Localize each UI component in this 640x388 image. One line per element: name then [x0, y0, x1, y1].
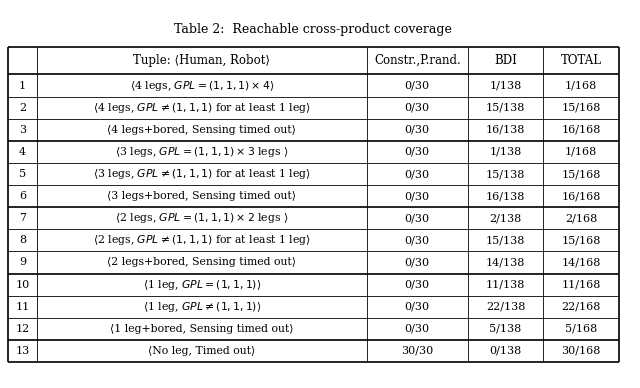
Text: 0/30: 0/30 [404, 191, 430, 201]
Text: 16/168: 16/168 [561, 125, 601, 135]
Text: Table 2:  Reachable cross-product coverage: Table 2: Reachable cross-product coverag… [174, 23, 452, 36]
Text: 1/168: 1/168 [565, 81, 597, 90]
Text: ⟨No leg, Timed out⟩: ⟨No leg, Timed out⟩ [148, 346, 255, 356]
Text: 0/30: 0/30 [404, 236, 430, 245]
Text: 15/138: 15/138 [486, 236, 525, 245]
Text: 2/168: 2/168 [565, 213, 597, 223]
Text: 5/168: 5/168 [565, 324, 597, 334]
Text: TOTAL: TOTAL [561, 54, 602, 67]
Text: 0/30: 0/30 [404, 213, 430, 223]
Text: 9: 9 [19, 258, 26, 267]
Text: 0/30: 0/30 [404, 324, 430, 334]
Text: 10: 10 [15, 280, 29, 289]
Text: 3: 3 [19, 125, 26, 135]
Text: 15/138: 15/138 [486, 169, 525, 179]
Text: 16/138: 16/138 [486, 191, 525, 201]
Text: 22/168: 22/168 [561, 302, 601, 312]
Text: ⟨4 legs+bored, Sensing timed out⟩: ⟨4 legs+bored, Sensing timed out⟩ [108, 125, 296, 135]
Text: 1/168: 1/168 [565, 147, 597, 157]
Text: 1: 1 [19, 81, 26, 90]
Text: 0/30: 0/30 [404, 258, 430, 267]
Text: 7: 7 [19, 213, 26, 223]
Text: ⟨3 legs, $GPL \neq (1,1,1)$ for at least 1 leg⟩: ⟨3 legs, $GPL \neq (1,1,1)$ for at least… [93, 167, 311, 181]
Text: 5: 5 [19, 169, 26, 179]
Text: BDI: BDI [494, 54, 517, 67]
Text: 0/30: 0/30 [404, 280, 430, 289]
Text: 30/168: 30/168 [561, 346, 601, 356]
Text: 0/30: 0/30 [404, 147, 430, 157]
Text: ⟨4 legs, $GPL \neq (1,1,1)$ for at least 1 leg⟩: ⟨4 legs, $GPL \neq (1,1,1)$ for at least… [93, 100, 311, 115]
Text: 8: 8 [19, 236, 26, 245]
Text: 22/138: 22/138 [486, 302, 525, 312]
Text: 11/168: 11/168 [561, 280, 601, 289]
Text: 0/30: 0/30 [404, 81, 430, 90]
Text: 1/138: 1/138 [490, 81, 522, 90]
Text: 11/138: 11/138 [486, 280, 525, 289]
Text: 30/30: 30/30 [401, 346, 433, 356]
Text: 6: 6 [19, 191, 26, 201]
Text: 11: 11 [15, 302, 29, 312]
Text: 0/30: 0/30 [404, 169, 430, 179]
Text: 4: 4 [19, 147, 26, 157]
Text: 15/168: 15/168 [561, 169, 601, 179]
Text: Tuple: ⟨Human, Robot⟩: Tuple: ⟨Human, Robot⟩ [133, 54, 271, 67]
Text: 14/138: 14/138 [486, 258, 525, 267]
Text: 1/138: 1/138 [490, 147, 522, 157]
Text: 16/138: 16/138 [486, 125, 525, 135]
Text: ⟨2 legs, $GPL \neq (1,1,1)$ for at least 1 leg⟩: ⟨2 legs, $GPL \neq (1,1,1)$ for at least… [93, 233, 311, 248]
Text: ⟨1 leg+bored, Sensing timed out⟩: ⟨1 leg+bored, Sensing timed out⟩ [110, 324, 294, 334]
Text: 16/168: 16/168 [561, 191, 601, 201]
Text: 2: 2 [19, 103, 26, 113]
Text: 5/138: 5/138 [490, 324, 522, 334]
Text: 0/30: 0/30 [404, 125, 430, 135]
Text: 13: 13 [15, 346, 29, 356]
Text: ⟨3 legs+bored, Sensing timed out⟩: ⟨3 legs+bored, Sensing timed out⟩ [108, 191, 296, 201]
Text: 15/138: 15/138 [486, 103, 525, 113]
Text: Constr.,P.rand.: Constr.,P.rand. [374, 54, 461, 67]
Text: 14/168: 14/168 [561, 258, 601, 267]
Text: 0/138: 0/138 [490, 346, 522, 356]
Text: 15/168: 15/168 [561, 103, 601, 113]
Text: 0/30: 0/30 [404, 302, 430, 312]
Text: ⟨1 leg, $GPL \neq (1,1,1)$⟩: ⟨1 leg, $GPL \neq (1,1,1)$⟩ [143, 300, 261, 314]
Text: ⟨3 legs, $GPL = (1,1,1) \times 3$ legs ⟩: ⟨3 legs, $GPL = (1,1,1) \times 3$ legs ⟩ [115, 145, 289, 159]
Text: 15/168: 15/168 [561, 236, 601, 245]
Text: 2/138: 2/138 [490, 213, 522, 223]
Text: ⟨4 legs, $GPL = (1,1,1) \times 4$⟩: ⟨4 legs, $GPL = (1,1,1) \times 4$⟩ [130, 78, 274, 93]
Text: ⟨2 legs, $GPL = (1,1,1) \times 2$ legs ⟩: ⟨2 legs, $GPL = (1,1,1) \times 2$ legs ⟩ [115, 211, 289, 225]
Text: ⟨2 legs+bored, Sensing timed out⟩: ⟨2 legs+bored, Sensing timed out⟩ [108, 258, 296, 267]
Text: 12: 12 [15, 324, 29, 334]
Text: 0/30: 0/30 [404, 103, 430, 113]
Text: ⟨1 leg, $GPL = (1,1,1)$⟩: ⟨1 leg, $GPL = (1,1,1)$⟩ [143, 277, 261, 292]
